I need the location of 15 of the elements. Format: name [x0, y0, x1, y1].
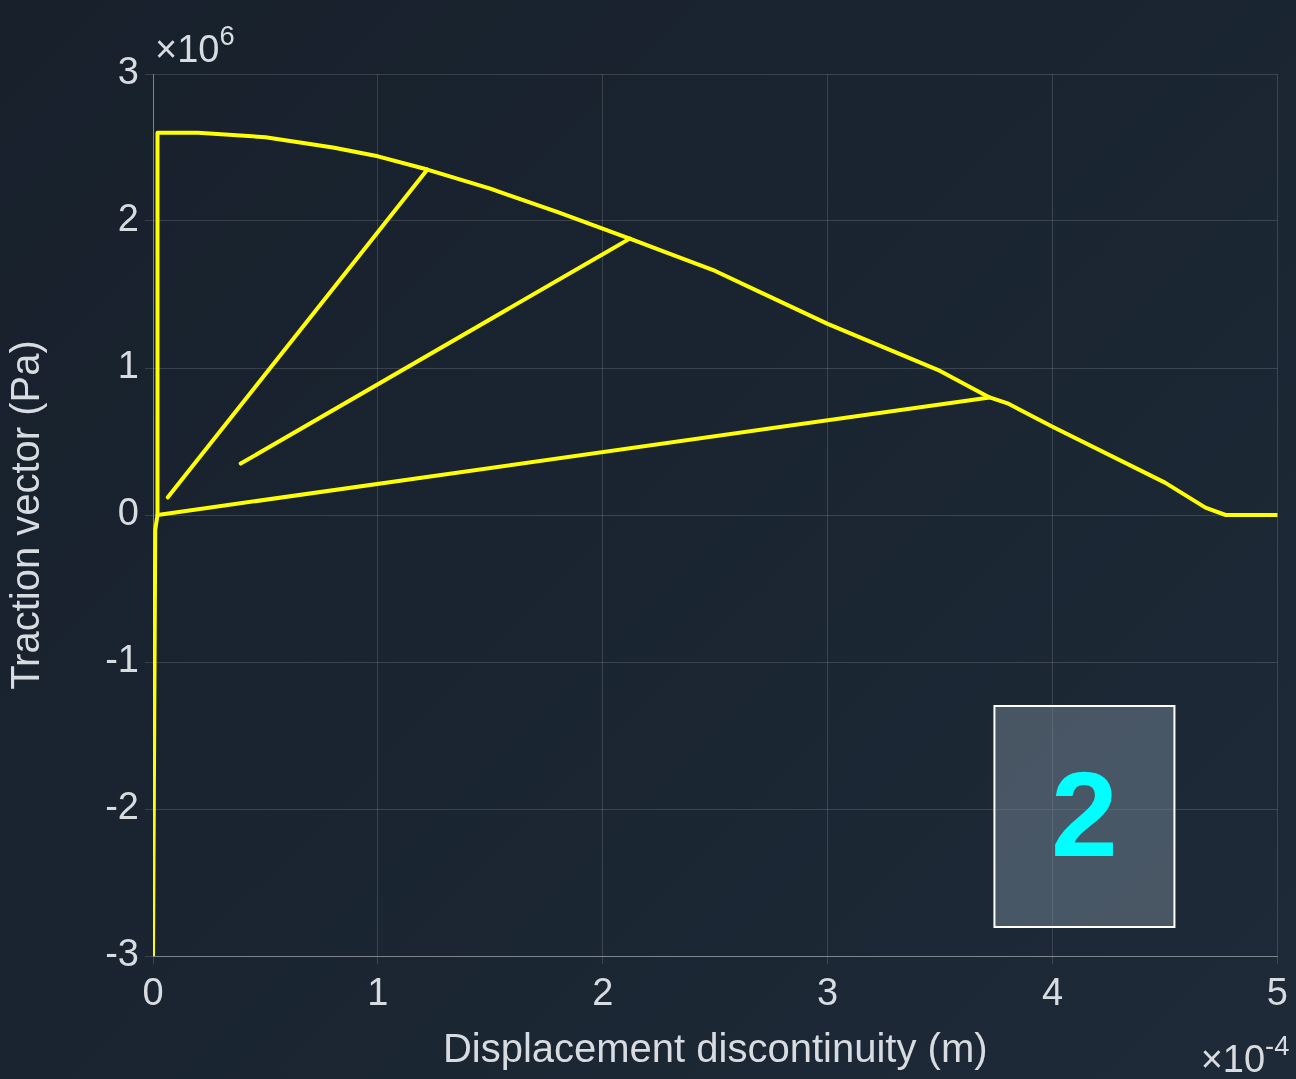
x-tick-label: 3: [817, 971, 839, 1014]
x-tick-label: 4: [1041, 971, 1064, 1014]
y-tick-label: -1: [105, 638, 139, 681]
y-tick-label: 0: [117, 491, 139, 534]
y-tick-label: 2: [117, 197, 139, 240]
y-axis-title: Traction vector (Pa): [3, 340, 48, 690]
annotation: 2: [1051, 746, 1118, 881]
x-tick-label: 1: [367, 971, 389, 1014]
x-tick-label: 5: [1266, 971, 1288, 1014]
x-axis-title: Displacement discontinuity (m): [442, 1026, 988, 1071]
y-tick-label: -3: [105, 932, 139, 975]
y-tick-label: 3: [117, 50, 139, 93]
y-tick-label: -2: [105, 785, 139, 828]
x-tick-label: 2: [592, 971, 614, 1014]
y-tick-label: 1: [117, 344, 139, 387]
